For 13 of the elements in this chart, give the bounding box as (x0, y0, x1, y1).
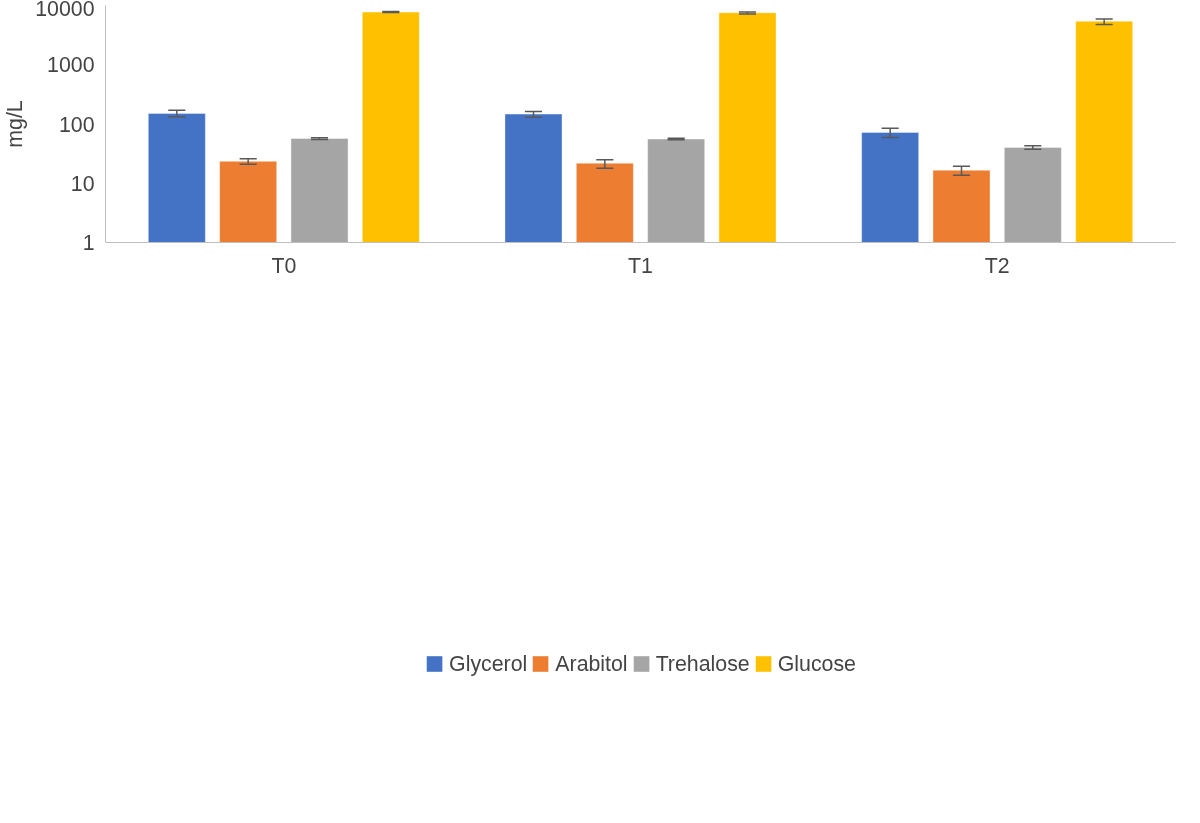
legend-label: Glycerol (449, 651, 528, 677)
y-tick-label: 10 (70, 171, 95, 196)
x-tick-label: T2 (984, 253, 1010, 278)
y-tick-label: 100 (58, 112, 95, 137)
y-axis-title: mg/L (3, 100, 28, 148)
legend-label: Trehalose (655, 651, 750, 677)
legend-label: Arabitol (555, 651, 628, 677)
legend-label: Glucose (777, 651, 856, 677)
y-tick-label: 1 (82, 231, 95, 255)
x-tick-label: T1 (628, 253, 653, 278)
y-tick-label: 1000 (47, 53, 95, 78)
x-tick-label: T0 (271, 253, 297, 278)
y-tick-label: 10000 (35, 0, 95, 21)
